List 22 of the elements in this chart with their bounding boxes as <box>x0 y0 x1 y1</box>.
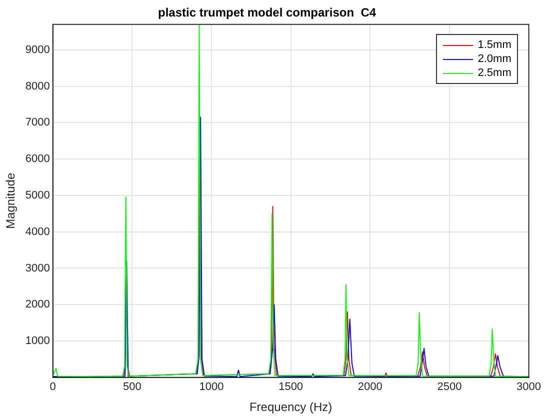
x-tick-label: 3000 <box>516 381 542 394</box>
y-axis-title: Magnitude <box>4 172 18 229</box>
y-tick-label: 2000 <box>25 298 50 311</box>
y-tick-label: 3000 <box>25 262 50 274</box>
y-tick-label: 8000 <box>25 80 50 92</box>
y-tick-label: 6000 <box>25 153 50 166</box>
y-tick-label: 7000 <box>25 116 50 129</box>
legend-label: 2.0mm <box>478 52 512 66</box>
x-tick-label: 0 <box>50 381 56 394</box>
y-tick-label: 1000 <box>25 335 50 348</box>
x-tick-label: 500 <box>123 381 142 394</box>
y-tick-label: 5000 <box>25 189 50 202</box>
x-tick-label: 2500 <box>437 381 462 394</box>
legend-label: 1.5mm <box>478 38 512 52</box>
chart-title: plastic trumpet model comparison C4 <box>158 6 376 20</box>
legend-label: 2.5mm <box>478 66 512 80</box>
y-tick-label: 9000 <box>25 44 50 56</box>
x-tick-label: 1000 <box>199 381 224 394</box>
x-tick-label: 2000 <box>358 381 382 394</box>
x-tick-label: 1500 <box>278 381 304 394</box>
y-tick-label: 4000 <box>25 226 50 238</box>
x-axis-title: Frequency (Hz) <box>249 400 332 414</box>
